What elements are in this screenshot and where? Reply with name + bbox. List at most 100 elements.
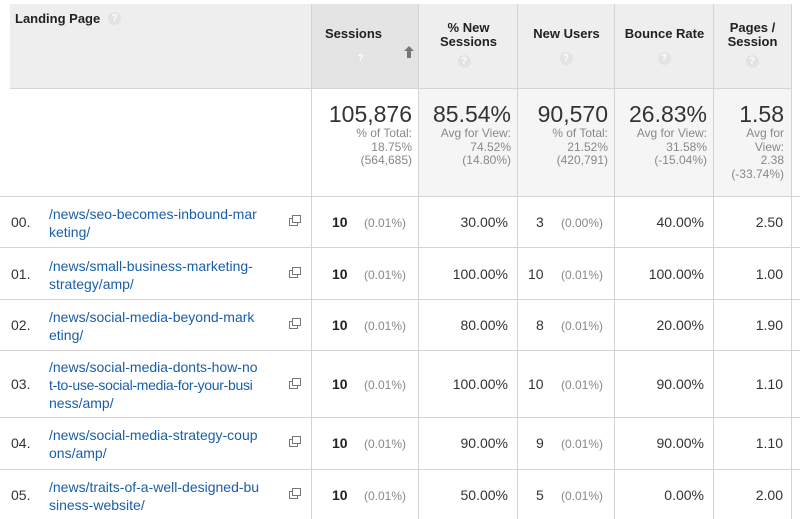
table-row[interactable]: 03. /news/social-media-donts-how-no t-to… xyxy=(0,350,800,418)
new-users-percent: (0.00%) xyxy=(561,216,604,230)
open-external-icon[interactable] xyxy=(289,487,301,499)
bounce-rate-total-detail-line: Avg for View: xyxy=(636,126,707,140)
sessions-percent: (0.01%) xyxy=(364,216,407,230)
help-icon[interactable]: ? xyxy=(559,52,573,65)
bounce-rate-cell xyxy=(614,197,714,248)
open-external-icon[interactable] xyxy=(289,266,301,278)
table-row[interactable]: 05. /news/traits-of-a-well-designed-bu s… xyxy=(0,469,800,519)
pages-per-session-header[interactable]: Pages / Session ? xyxy=(713,4,792,88)
pages-per-session-total-value: 1.58 xyxy=(739,101,784,127)
pages-per-session-cell xyxy=(713,351,792,418)
landing-page-link-line: siness-website/ xyxy=(49,497,145,513)
sessions-value: 10 xyxy=(332,487,348,503)
table-row[interactable]: 01. /news/small-business-marketing- stra… xyxy=(0,247,800,300)
new-users-header[interactable]: New Users ? xyxy=(517,4,615,88)
pct-new-sessions-header-label: % New Sessions xyxy=(419,21,518,49)
bounce-rate-total-detail-line: (-15.04%) xyxy=(654,153,707,167)
open-external-icon[interactable] xyxy=(289,317,301,329)
bounce-rate-cell xyxy=(614,351,714,418)
sessions-cell xyxy=(311,197,419,248)
table-row[interactable]: 04. /news/social-media-strategy-coup ons… xyxy=(0,417,800,470)
pct-new-sessions-cell xyxy=(418,248,518,300)
sessions-percent: (0.01%) xyxy=(364,268,407,282)
new-users-value: 10 xyxy=(528,266,544,282)
sessions-header[interactable]: Sessions ? xyxy=(311,4,419,88)
sessions-cell xyxy=(311,300,419,351)
new-users-value: 9 xyxy=(536,435,544,451)
sessions-percent: (0.01%) xyxy=(364,489,407,503)
new-users-cell xyxy=(517,418,615,470)
pct-new-sessions-total-detail-line: 74.52% xyxy=(470,139,511,154)
bounce-rate-cell xyxy=(614,300,714,351)
landing-page-link[interactable]: /news/seo-becomes-inbound-mar keting/ xyxy=(49,205,285,241)
bounce-rate-total-detail: Avg for View: 31.58% (-15.04%) xyxy=(636,126,707,168)
row-index: 01. xyxy=(11,266,31,282)
open-external-icon[interactable] xyxy=(289,435,301,447)
sort-descending-arrow-icon[interactable] xyxy=(402,44,416,60)
new-users-cell xyxy=(517,248,615,300)
landing-page-link[interactable]: /news/social-media-donts-how-no t-to-use… xyxy=(49,358,285,412)
open-external-icon[interactable] xyxy=(289,377,301,389)
bounce-rate-value: 40.00% xyxy=(656,214,704,230)
new-users-percent: (0.01%) xyxy=(561,319,604,333)
help-icon[interactable]: ? xyxy=(354,52,367,65)
new-users-cell xyxy=(517,351,615,418)
pct-new-sessions-value: 100.00% xyxy=(452,266,508,282)
bounce-rate-value: 100.00% xyxy=(648,266,704,282)
pages-per-session-value: 1.10 xyxy=(755,435,783,451)
pages-per-session-total-detail-line: 2.38 xyxy=(760,153,784,167)
bounce-rate-total: 26.83% Avg for View: 31.58% (-15.04%) xyxy=(614,88,714,197)
pct-new-sessions-header-line1: % New xyxy=(447,20,490,35)
pages-per-session-total-detail-line: (-33.74%) xyxy=(731,166,784,181)
sessions-percent: (0.01%) xyxy=(364,378,407,392)
landing-page-link[interactable]: /news/social-media-strategy-coup ons/amp… xyxy=(49,426,285,462)
help-icon[interactable]: ? xyxy=(457,55,471,68)
new-users-value: 5 xyxy=(536,487,544,503)
landing-page-link-line: ness/amp/ xyxy=(49,395,114,411)
sessions-total: 105,876 % of Total: 18.75% (564,685) xyxy=(311,88,419,197)
landing-page-link-line: eting/ xyxy=(49,327,84,343)
pct-new-sessions-cell xyxy=(418,351,518,418)
pct-new-sessions-value: 90.00% xyxy=(460,435,508,451)
pages-per-session-cell xyxy=(713,248,792,300)
pct-new-sessions-value: 30.00% xyxy=(460,214,508,230)
pages-per-session-header-line1: Pages / xyxy=(729,20,776,35)
landing-page-link[interactable]: /news/social-media-beyond-mark eting/ xyxy=(49,308,285,344)
landing-page-link[interactable]: /news/traits-of-a-well-designed-bu sines… xyxy=(49,478,285,514)
bounce-rate-total-detail-line: 31.58% xyxy=(666,139,707,154)
new-users-cell xyxy=(517,470,615,519)
pages-per-session-value: 2.00 xyxy=(755,487,783,503)
bounce-rate-header[interactable]: Bounce Rate ? xyxy=(614,4,714,88)
sessions-cell xyxy=(311,470,419,519)
landing-page-link[interactable]: /news/small-business-marketing- strategy… xyxy=(49,257,285,293)
landing-page-link-line: /news/social-media-beyond-mark xyxy=(49,309,255,325)
landing-page-link-line: t-to-use-social-media-for-your-busi xyxy=(49,377,253,393)
pages-per-session-cell xyxy=(713,418,792,470)
pages-per-session-cell xyxy=(713,470,792,519)
sessions-total-value: 105,876 xyxy=(328,101,412,127)
landing-page-header[interactable]: Landing Page ? xyxy=(10,4,311,88)
help-icon[interactable]: ? xyxy=(745,55,759,68)
table-row[interactable]: 00. /news/seo-becomes-inbound-mar keting… xyxy=(0,196,800,248)
sessions-value: 10 xyxy=(332,214,348,230)
table-row[interactable]: 02. /news/social-media-beyond-mark eting… xyxy=(0,299,800,351)
pct-new-sessions-total-detail-line: Avg for View: xyxy=(440,126,511,140)
landing-page-link-line: strategy/amp/ xyxy=(49,276,134,292)
help-icon[interactable]: ? xyxy=(108,12,121,25)
pct-new-sessions-value: 80.00% xyxy=(460,317,508,333)
help-icon[interactable]: ? xyxy=(657,52,671,65)
row-index: 05. xyxy=(11,487,31,503)
sessions-cell xyxy=(311,418,419,470)
new-users-value: 3 xyxy=(536,214,544,230)
sessions-cell xyxy=(311,351,419,418)
sessions-value: 10 xyxy=(332,317,348,333)
pct-new-sessions-header[interactable]: % New Sessions ? xyxy=(418,4,518,88)
open-external-icon[interactable] xyxy=(289,214,301,226)
bounce-rate-value: 20.00% xyxy=(656,317,704,333)
new-users-total-detail-line: 21.52% xyxy=(567,139,608,154)
sessions-percent: (0.01%) xyxy=(364,437,407,451)
new-users-percent: (0.01%) xyxy=(561,489,604,503)
pages-per-session-header-line2: Session xyxy=(727,34,778,49)
new-users-total: 90,570 % of Total: 21.52% (420,791) xyxy=(517,88,615,197)
